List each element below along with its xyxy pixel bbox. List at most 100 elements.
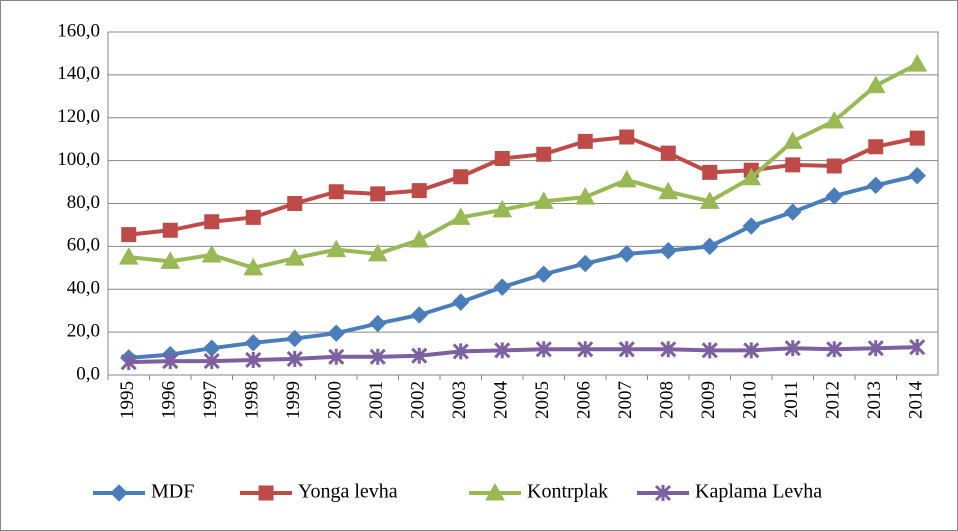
marker <box>659 241 677 260</box>
x-tick-label: 2013 <box>864 381 885 419</box>
marker <box>868 139 884 155</box>
y-tick-label: 100,0 <box>57 149 100 170</box>
marker <box>908 166 926 185</box>
x-tick-label: 2001 <box>366 381 387 419</box>
marker <box>782 131 803 149</box>
x-tick-label: 1998 <box>242 381 263 419</box>
marker <box>907 54 928 72</box>
marker <box>203 353 220 370</box>
marker <box>742 217 760 235</box>
series-line <box>128 345 918 365</box>
marker <box>784 340 801 357</box>
marker <box>410 306 428 324</box>
legend-marker <box>110 484 128 502</box>
marker <box>450 207 471 225</box>
marker <box>619 129 635 145</box>
marker <box>909 339 926 356</box>
marker <box>535 265 553 283</box>
marker <box>327 324 345 342</box>
marker <box>162 222 178 238</box>
y-tick-label: 60,0 <box>67 235 100 256</box>
x-tick-label: 1997 <box>200 381 221 419</box>
x-tick-label: 2004 <box>491 381 512 420</box>
x-tick-label: 1995 <box>117 381 138 419</box>
marker <box>699 191 720 209</box>
marker <box>369 314 387 333</box>
y-tick-label: 120,0 <box>57 106 100 127</box>
marker <box>160 251 181 269</box>
marker <box>576 254 594 273</box>
legend-marker <box>654 484 672 502</box>
marker <box>328 348 345 365</box>
marker <box>286 329 304 348</box>
marker <box>452 343 469 360</box>
marker <box>162 353 179 370</box>
marker <box>245 351 262 369</box>
x-tick-label: 2014 <box>906 381 927 420</box>
x-tick-label: 1999 <box>283 381 304 419</box>
marker <box>201 244 222 263</box>
marker <box>328 184 344 200</box>
marker <box>701 237 719 256</box>
marker <box>369 348 386 365</box>
marker <box>743 342 760 359</box>
marker <box>492 199 513 218</box>
legend-label: MDF <box>151 481 194 503</box>
marker <box>245 209 261 225</box>
marker <box>785 157 801 173</box>
x-tick-label: 1996 <box>159 381 180 419</box>
y-tick-label: 20,0 <box>67 320 100 341</box>
legend-marker <box>485 482 505 501</box>
marker <box>120 354 137 371</box>
marker <box>618 245 636 263</box>
marker <box>286 350 303 367</box>
marker <box>244 334 262 352</box>
marker <box>784 203 802 221</box>
y-tick-label: 40,0 <box>67 278 100 299</box>
marker <box>494 150 510 166</box>
x-tick-label: 2000 <box>325 381 346 419</box>
y-tick-label: 80,0 <box>67 192 100 213</box>
marker <box>493 278 511 296</box>
marker <box>824 110 845 129</box>
x-tick-label: 2009 <box>698 381 719 419</box>
marker <box>411 183 427 199</box>
marker <box>660 145 676 161</box>
marker <box>909 130 925 146</box>
marker <box>826 158 842 174</box>
marker <box>494 342 511 359</box>
x-tick-label: 2006 <box>574 381 595 419</box>
y-tick-label: 160,0 <box>57 20 100 41</box>
x-tick-label: 2005 <box>532 381 553 419</box>
marker <box>287 196 303 211</box>
x-tick-label: 2012 <box>823 381 844 419</box>
legend-label: Kontrplak <box>527 481 608 503</box>
marker <box>577 133 593 149</box>
marker <box>701 342 718 359</box>
marker <box>536 146 552 162</box>
marker <box>825 187 843 205</box>
marker <box>658 181 679 200</box>
marker <box>618 341 635 358</box>
marker <box>453 169 469 185</box>
marker <box>867 176 885 194</box>
marker <box>367 243 388 262</box>
marker <box>577 341 594 358</box>
x-tick-label: 2008 <box>657 381 678 419</box>
marker <box>533 191 554 209</box>
marker <box>616 169 637 188</box>
x-tick-label: 2011 <box>781 381 802 418</box>
x-tick-label: 2010 <box>740 381 761 419</box>
x-tick-label: 2002 <box>408 381 429 419</box>
y-tick-label: 0,0 <box>76 363 100 384</box>
x-tick-label: 2007 <box>615 381 636 419</box>
marker <box>243 257 264 276</box>
marker <box>370 186 386 202</box>
marker <box>121 227 137 243</box>
marker <box>702 164 718 180</box>
legend-label: Yonga levha <box>298 481 398 503</box>
marker <box>575 187 596 205</box>
y-tick-label: 140,0 <box>57 63 100 84</box>
